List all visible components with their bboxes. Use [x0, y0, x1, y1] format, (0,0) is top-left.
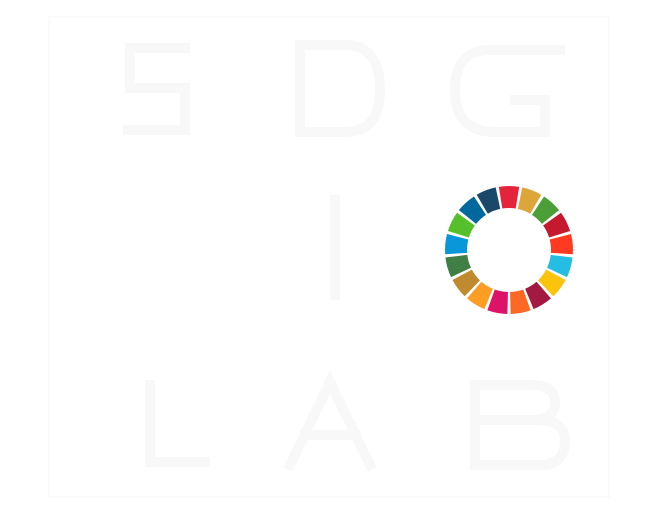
- wheel-segment: [452, 269, 480, 297]
- sdg-color-wheel: [445, 186, 573, 314]
- wheel-segment: [549, 234, 573, 255]
- wheel-segment: [517, 187, 542, 214]
- wheel-segment: [487, 289, 508, 314]
- wheel-segment: [538, 269, 566, 297]
- wheel-segment: [510, 289, 531, 314]
- logo-letter-s: [123, 43, 190, 135]
- wheel-segment: [543, 212, 571, 238]
- logo-letter-d: [295, 40, 386, 137]
- wheel-segment: [525, 281, 551, 310]
- wheel-segment: [467, 281, 493, 310]
- logo-letter-g: [449, 45, 565, 137]
- wheel-segment: [458, 196, 486, 224]
- wheel-segment: [476, 187, 501, 214]
- logo-letter-l: [145, 380, 210, 467]
- logo-letter-b: [470, 380, 571, 470]
- wheel-segment: [447, 212, 475, 238]
- wheel-segment: [445, 254, 471, 278]
- logo-letter-a: [283, 370, 377, 472]
- wheel-segment: [547, 254, 573, 278]
- logo-frame: [48, 16, 610, 498]
- wheel-segment: [445, 234, 469, 255]
- wheel-segment: [532, 196, 560, 224]
- wheel-segment: [498, 186, 520, 209]
